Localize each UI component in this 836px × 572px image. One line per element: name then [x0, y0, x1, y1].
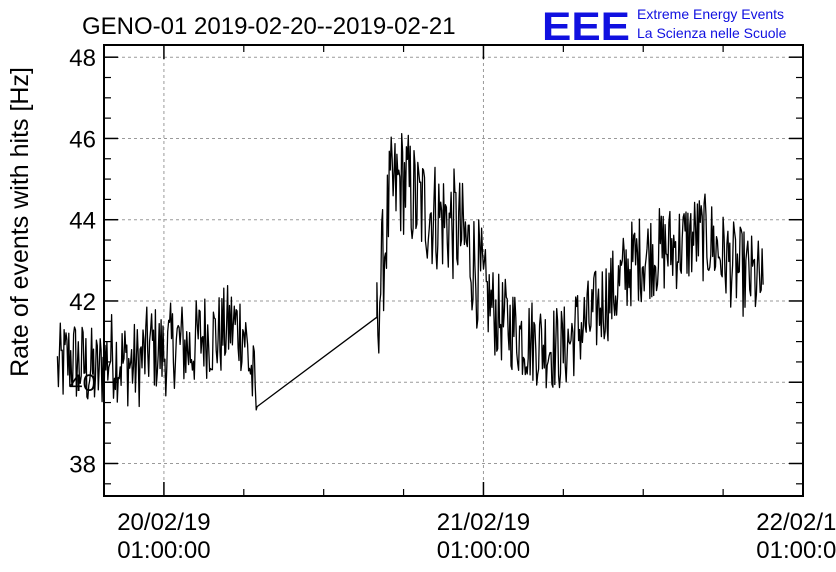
logo-line-2: La Scienza nelle Scuole	[637, 25, 787, 41]
axes	[103, 44, 804, 497]
x-tick-date: 22/02/19	[756, 509, 836, 536]
y-tick-label: 42	[69, 289, 96, 316]
plot-area	[56, 133, 764, 411]
grid-lines	[104, 45, 804, 496]
y-tick-label: 44	[69, 208, 96, 235]
logo-letters: EEE	[542, 5, 630, 49]
rate-series-line	[56, 133, 764, 411]
y-tick-labels: 38 40 42 44 46 48	[69, 45, 96, 478]
x-tick-time: 01:00:00	[117, 537, 210, 564]
chart-title: GENO-01 2019-02-20--2019-02-21	[82, 13, 456, 40]
x-tick-time: 01:00:00	[756, 537, 836, 564]
x-tick-date: 20/02/19	[117, 509, 210, 536]
y-tick-label: 40	[69, 370, 96, 397]
x-tick-labels: 20/02/1901:00:0021/02/1901:00:0022/02/19…	[117, 509, 836, 564]
y-tick-label: 38	[69, 451, 96, 478]
eee-logo: EEE Extreme Energy Events La Scienza nel…	[542, 5, 787, 49]
y-tick-label: 46	[69, 126, 96, 153]
y-axis-label: Rate of events with hits [Hz]	[6, 67, 34, 377]
logo-line-1: Extreme Energy Events	[637, 6, 784, 22]
plot-frame	[103, 44, 804, 497]
x-tick-date: 21/02/19	[437, 509, 530, 536]
y-tick-label: 48	[69, 45, 96, 72]
x-tick-time: 01:00:00	[437, 537, 530, 564]
